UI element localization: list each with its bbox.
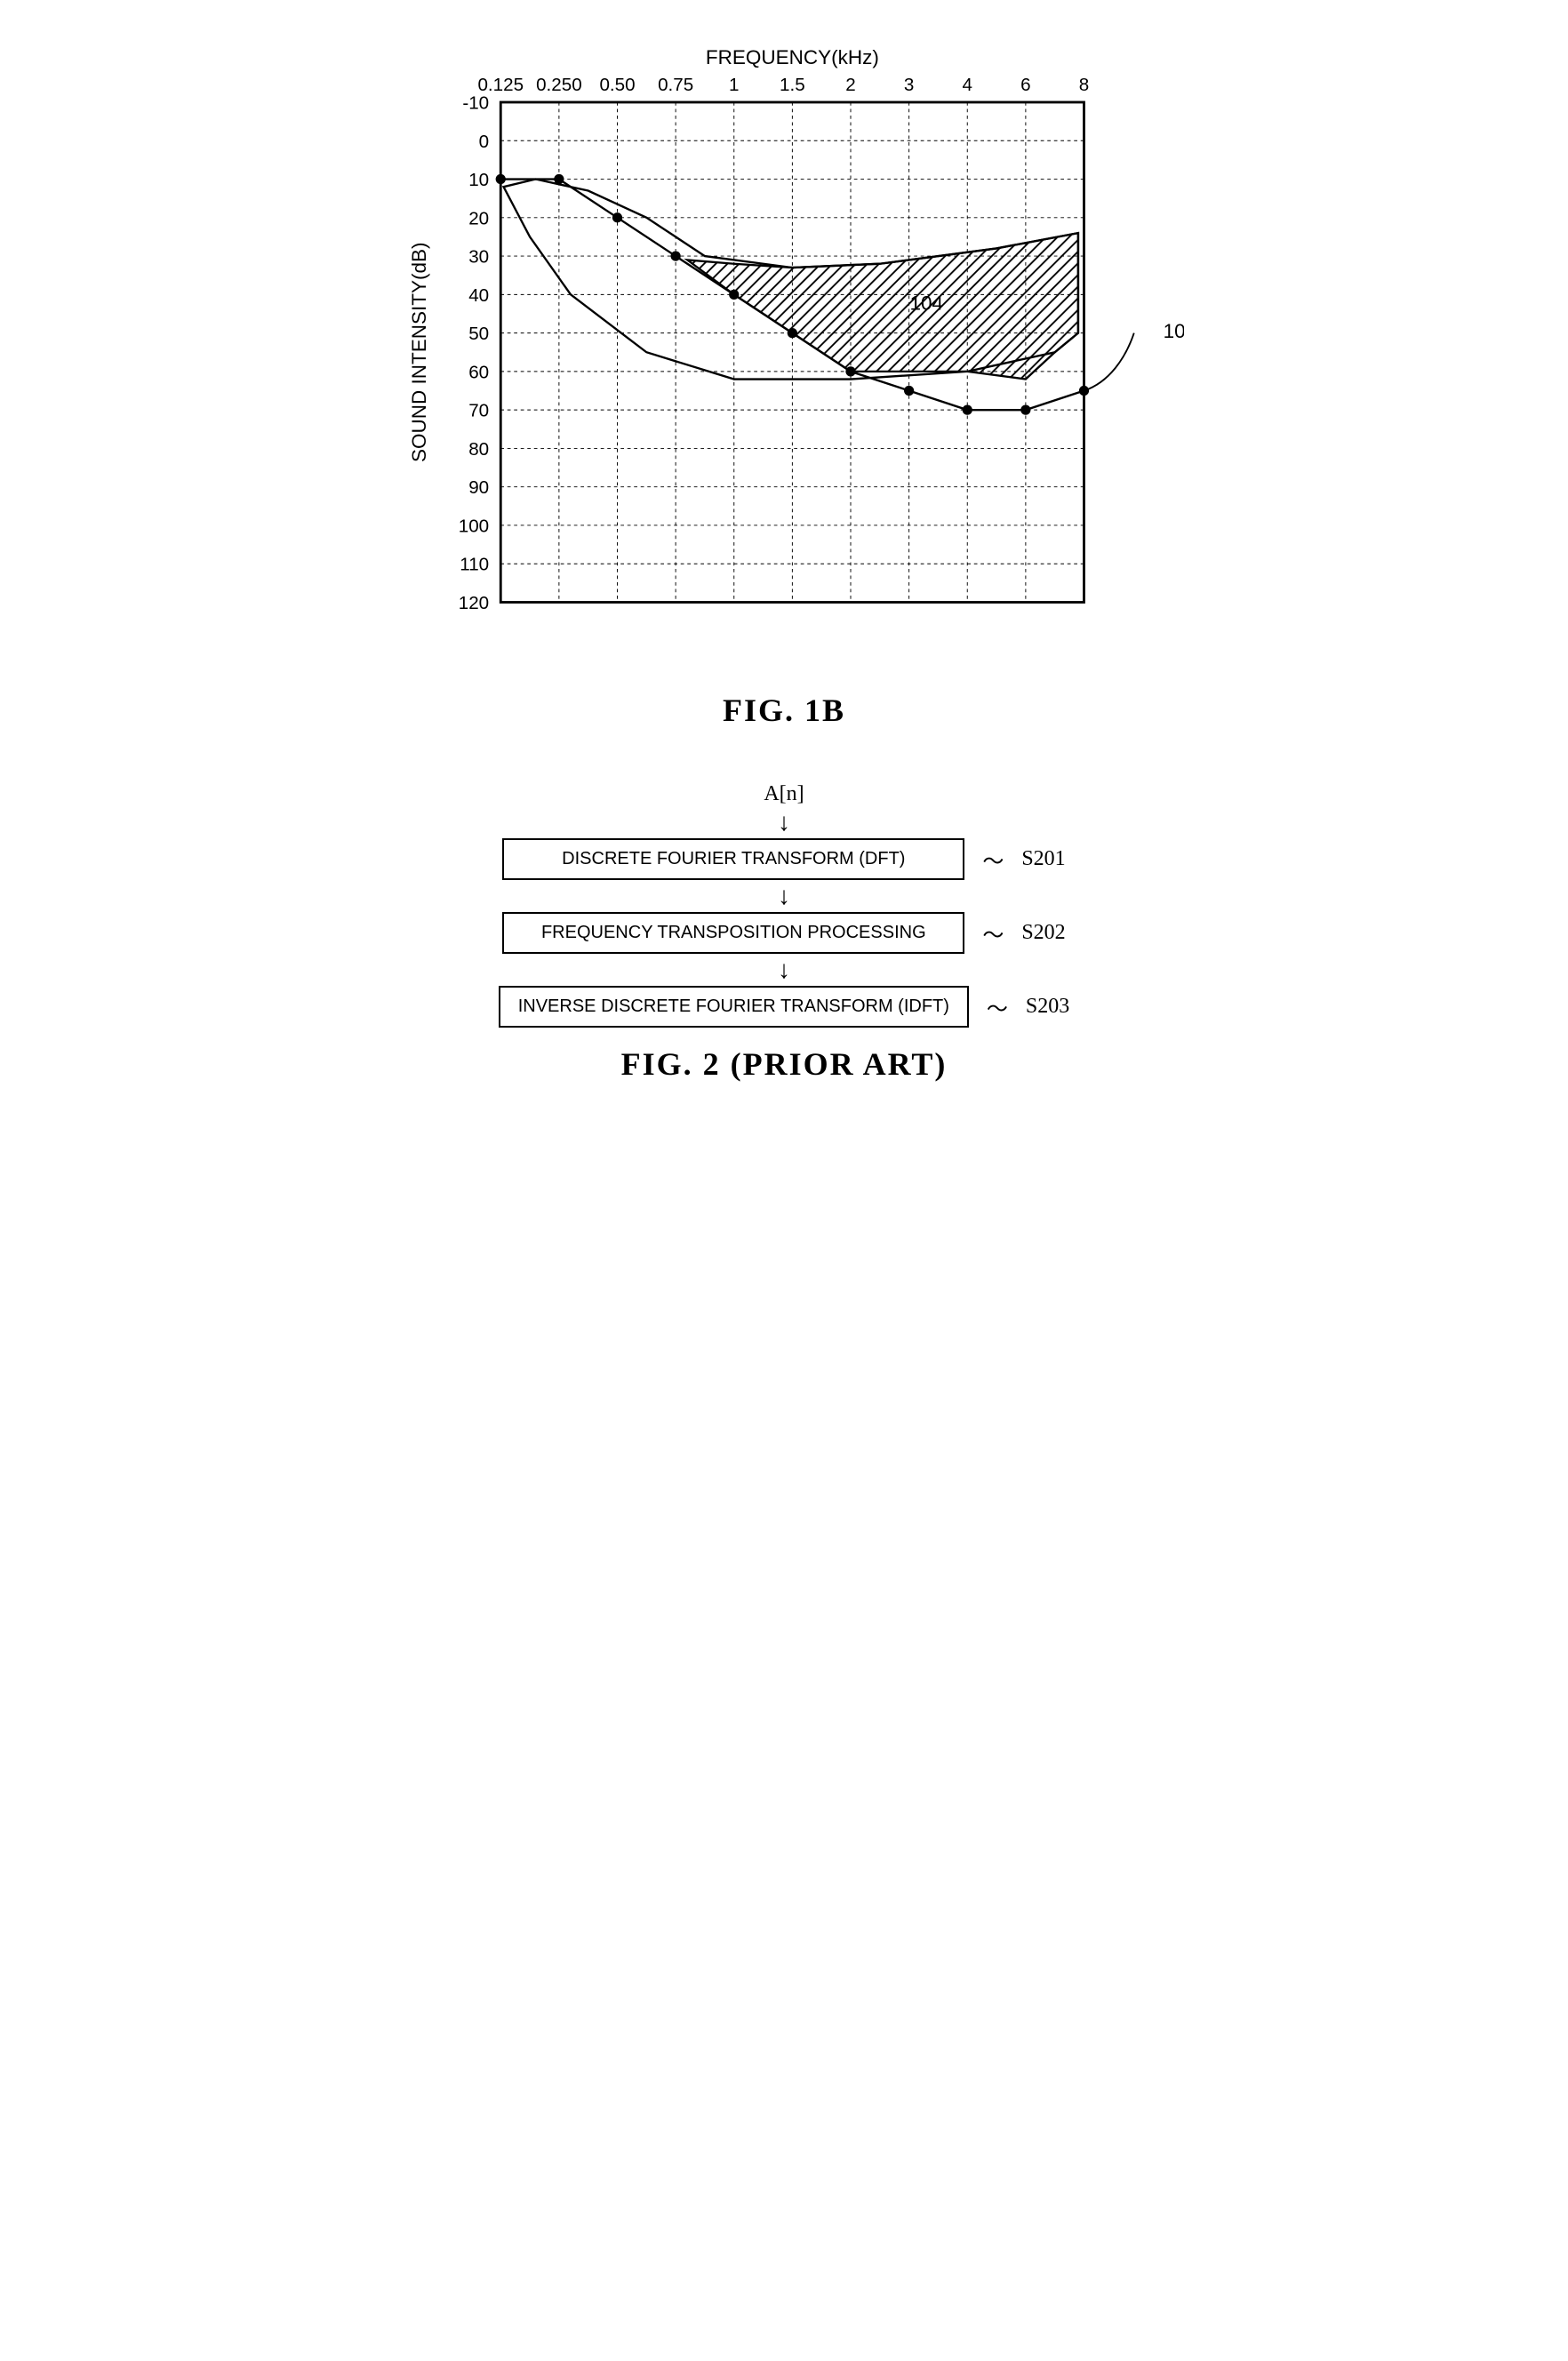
svg-text:70: 70 xyxy=(468,401,489,421)
svg-text:0.125: 0.125 xyxy=(477,75,524,95)
flow-connector-icon: 〜 xyxy=(982,844,1004,875)
svg-text:60: 60 xyxy=(468,362,489,382)
svg-text:30: 30 xyxy=(468,247,489,268)
flow-arrow-icon: ↓ xyxy=(778,957,790,982)
flow-step-tag: S201 xyxy=(1021,847,1065,871)
flow-step-row: DISCRETE FOURIER TRANSFORM (DFT) 〜 S201 xyxy=(502,838,1065,880)
flow-step-box: INVERSE DISCRETE FOURIER TRANSFORM (IDFT… xyxy=(499,986,969,1028)
svg-text:1: 1 xyxy=(729,75,739,95)
svg-text:2: 2 xyxy=(845,75,855,95)
svg-text:110: 110 xyxy=(460,555,489,575)
flow-connector-icon: 〜 xyxy=(982,917,1004,948)
svg-text:80: 80 xyxy=(468,439,489,460)
svg-text:3: 3 xyxy=(904,75,914,95)
svg-text:0.75: 0.75 xyxy=(658,75,693,95)
svg-text:120: 120 xyxy=(459,593,489,613)
svg-text:-10: -10 xyxy=(462,93,489,114)
flow-arrow-icon: ↓ xyxy=(778,810,790,835)
svg-text:90: 90 xyxy=(468,477,489,498)
flow-arrow-icon: ↓ xyxy=(778,884,790,908)
svg-text:50: 50 xyxy=(468,324,489,344)
svg-text:100: 100 xyxy=(459,516,489,536)
flow-step-box: DISCRETE FOURIER TRANSFORM (DFT) xyxy=(502,838,964,880)
svg-text:104: 104 xyxy=(910,292,944,315)
svg-text:105: 105 xyxy=(1164,320,1184,342)
flow-step-tag: S202 xyxy=(1021,921,1065,945)
svg-text:6: 6 xyxy=(1020,75,1030,95)
flow-step-row: INVERSE DISCRETE FOURIER TRANSFORM (IDFT… xyxy=(499,986,1070,1028)
flow-step-box: FREQUENCY TRANSPOSITION PROCESSING xyxy=(502,912,964,954)
svg-text:0: 0 xyxy=(479,132,489,152)
audiogram-chart: 0.125 0.250 0.50 0.75 1 1.5 2 3 4 6 8 FREQUENCY(kHz… xyxy=(384,36,1184,669)
svg-text:8: 8 xyxy=(1079,75,1089,95)
fig-2-container: A[n] ↓ DISCRETE FOURIER TRANSFORM (DFT) … xyxy=(384,782,1184,1083)
svg-text:40: 40 xyxy=(468,285,489,306)
fig-2-caption: FIG. 2 (PRIOR ART) xyxy=(621,1045,948,1083)
svg-text:SOUND INTENSITY(dB): SOUND INTENSITY(dB) xyxy=(408,242,430,462)
fig-1b-container: 0.125 0.250 0.50 0.75 1 1.5 2 3 4 6 8 FREQUENCY(kHz… xyxy=(384,36,1184,729)
flow-input-label: A[n] xyxy=(764,782,804,806)
svg-text:20: 20 xyxy=(468,208,489,228)
svg-text:1.5: 1.5 xyxy=(780,75,805,95)
flow-step-tag: S203 xyxy=(1026,995,1069,1019)
svg-text:4: 4 xyxy=(963,75,972,95)
fig-1b-caption: FIG. 1B xyxy=(384,692,1184,729)
svg-text:0.250: 0.250 xyxy=(536,75,582,95)
flow-connector-icon: 〜 xyxy=(987,991,1008,1022)
svg-text:10: 10 xyxy=(468,170,489,190)
svg-text:FREQUENCY(kHz): FREQUENCY(kHz) xyxy=(706,46,879,68)
flow-step-row: FREQUENCY TRANSPOSITION PROCESSING 〜 S20… xyxy=(502,912,1065,954)
svg-text:0.50: 0.50 xyxy=(599,75,635,95)
